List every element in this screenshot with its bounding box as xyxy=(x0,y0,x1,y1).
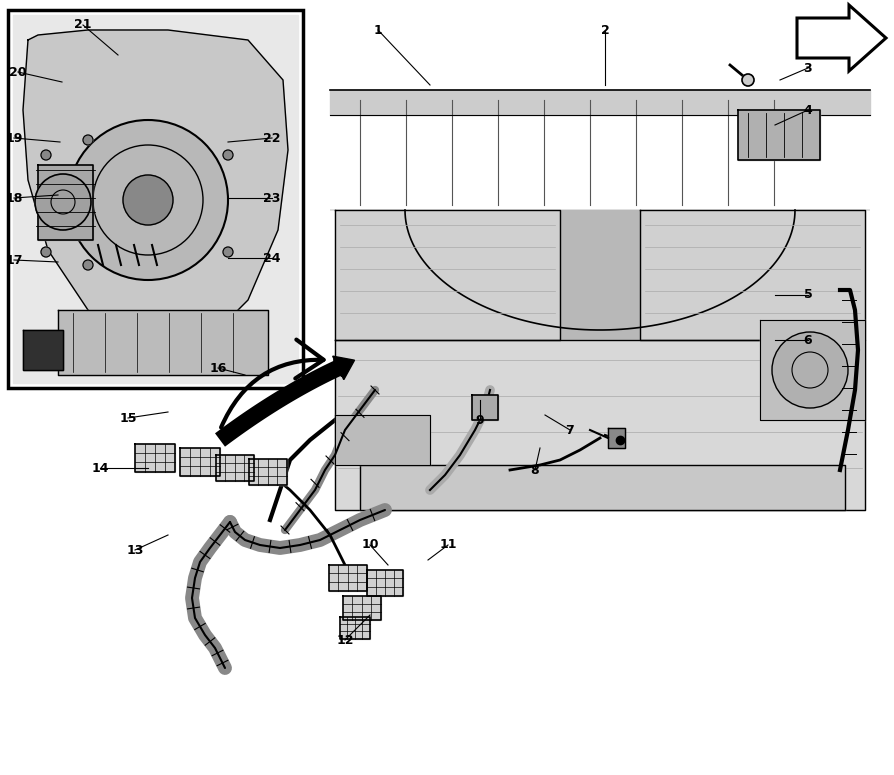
Circle shape xyxy=(35,174,91,230)
Bar xyxy=(8,10,303,388)
Circle shape xyxy=(41,150,51,160)
Polygon shape xyxy=(135,444,175,472)
Polygon shape xyxy=(640,210,865,340)
Text: 3: 3 xyxy=(804,61,813,74)
Polygon shape xyxy=(38,165,93,240)
Circle shape xyxy=(68,120,228,280)
Circle shape xyxy=(123,175,173,225)
Text: 21: 21 xyxy=(74,19,92,32)
Text: 20: 20 xyxy=(9,66,27,78)
Text: 14: 14 xyxy=(91,461,109,474)
Polygon shape xyxy=(797,5,886,71)
Polygon shape xyxy=(343,596,381,620)
Polygon shape xyxy=(216,455,254,481)
Text: 5: 5 xyxy=(804,288,813,301)
Polygon shape xyxy=(13,15,298,383)
Text: 11: 11 xyxy=(439,539,457,552)
Polygon shape xyxy=(360,465,845,510)
Text: 22: 22 xyxy=(263,132,281,144)
Polygon shape xyxy=(760,320,865,420)
Text: 17: 17 xyxy=(5,253,22,267)
Text: 18: 18 xyxy=(5,191,22,205)
Text: 6: 6 xyxy=(804,333,813,346)
Polygon shape xyxy=(23,330,63,370)
Text: 13: 13 xyxy=(126,543,144,556)
Polygon shape xyxy=(330,210,870,330)
Polygon shape xyxy=(472,395,498,420)
Circle shape xyxy=(223,247,233,257)
Text: 8: 8 xyxy=(531,463,539,477)
Polygon shape xyxy=(180,448,220,476)
Circle shape xyxy=(772,332,848,408)
Polygon shape xyxy=(560,210,640,340)
Polygon shape xyxy=(330,90,870,115)
Polygon shape xyxy=(367,570,403,596)
Polygon shape xyxy=(329,565,367,591)
Circle shape xyxy=(742,74,754,86)
FancyArrow shape xyxy=(333,356,355,380)
Text: 23: 23 xyxy=(264,191,281,205)
Text: 19: 19 xyxy=(5,132,22,144)
Text: 10: 10 xyxy=(361,539,379,552)
Polygon shape xyxy=(335,210,560,340)
Polygon shape xyxy=(23,30,288,350)
Text: 2: 2 xyxy=(601,23,610,36)
Text: 15: 15 xyxy=(119,412,137,425)
Circle shape xyxy=(41,247,51,257)
Circle shape xyxy=(83,135,93,145)
Polygon shape xyxy=(249,459,287,485)
Text: 4: 4 xyxy=(804,104,813,116)
Polygon shape xyxy=(608,428,625,448)
Circle shape xyxy=(223,150,233,160)
Text: 1: 1 xyxy=(374,23,383,36)
Text: 16: 16 xyxy=(209,361,227,374)
Text: 7: 7 xyxy=(566,423,574,436)
Polygon shape xyxy=(340,617,370,639)
Polygon shape xyxy=(58,310,268,375)
Circle shape xyxy=(83,260,93,270)
Polygon shape xyxy=(335,415,430,465)
Text: 12: 12 xyxy=(336,633,354,646)
Text: 9: 9 xyxy=(476,414,485,426)
Polygon shape xyxy=(335,340,865,510)
Text: 24: 24 xyxy=(263,252,281,264)
Polygon shape xyxy=(738,110,820,160)
FancyArrowPatch shape xyxy=(221,339,324,428)
